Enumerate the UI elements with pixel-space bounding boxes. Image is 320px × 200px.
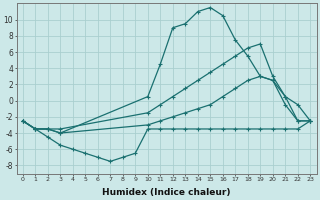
X-axis label: Humidex (Indice chaleur): Humidex (Indice chaleur) [102,188,231,197]
